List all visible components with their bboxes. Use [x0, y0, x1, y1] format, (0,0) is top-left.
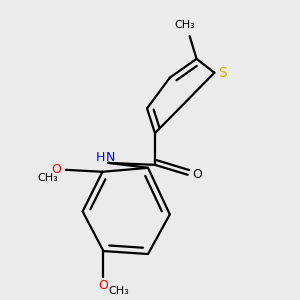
Text: CH₃: CH₃ — [108, 286, 129, 296]
Text: N: N — [106, 152, 115, 164]
Text: O: O — [193, 168, 202, 181]
Text: S: S — [218, 66, 227, 80]
Text: O: O — [51, 163, 61, 176]
Text: CH₃: CH₃ — [38, 173, 58, 183]
Text: O: O — [98, 279, 108, 292]
Text: H: H — [96, 152, 105, 164]
Text: CH₃: CH₃ — [174, 20, 195, 30]
